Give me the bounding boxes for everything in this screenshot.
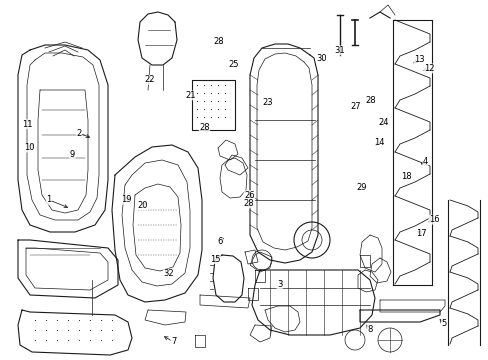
Text: 9: 9 (70, 150, 75, 159)
Text: 12: 12 (423, 64, 434, 73)
Text: 28: 28 (365, 96, 375, 105)
Text: 24: 24 (378, 118, 388, 127)
Text: 4: 4 (422, 158, 427, 166)
Text: 27: 27 (350, 102, 361, 111)
Text: 6: 6 (217, 237, 222, 246)
Text: 20: 20 (137, 201, 148, 210)
Text: 11: 11 (21, 120, 32, 129)
Text: 30: 30 (316, 54, 326, 63)
Text: 2: 2 (77, 129, 81, 138)
Text: 28: 28 (243, 199, 253, 208)
Text: 29: 29 (356, 183, 366, 192)
Text: 32: 32 (163, 269, 174, 278)
Text: 14: 14 (373, 138, 384, 147)
Text: 22: 22 (143, 76, 154, 85)
Text: 31: 31 (334, 46, 345, 55)
Text: 16: 16 (428, 215, 439, 224)
Text: 18: 18 (401, 172, 411, 181)
Text: 15: 15 (209, 255, 220, 264)
Text: 5: 5 (441, 320, 446, 328)
Text: 19: 19 (121, 195, 131, 204)
Text: 21: 21 (185, 91, 196, 100)
Text: 8: 8 (366, 325, 371, 334)
Text: 28: 28 (199, 123, 209, 132)
Text: 3: 3 (277, 280, 282, 289)
Text: 25: 25 (228, 60, 239, 69)
Text: 17: 17 (415, 230, 426, 238)
Text: 7: 7 (171, 338, 176, 346)
Text: 23: 23 (262, 98, 273, 107)
Text: 26: 26 (244, 191, 254, 199)
Text: 28: 28 (213, 37, 224, 46)
Text: 13: 13 (413, 55, 424, 64)
Text: 10: 10 (24, 143, 35, 152)
Text: 1: 1 (46, 195, 51, 204)
